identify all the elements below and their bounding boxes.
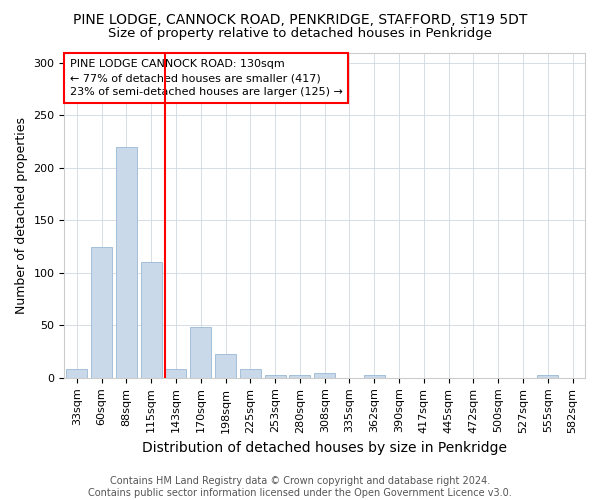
Bar [265, 374, 286, 378]
Bar [140, 262, 162, 378]
Bar [116, 147, 137, 378]
Bar [240, 370, 261, 378]
Bar [215, 354, 236, 378]
Text: Contains HM Land Registry data © Crown copyright and database right 2024.
Contai: Contains HM Land Registry data © Crown c… [88, 476, 512, 498]
Bar [314, 372, 335, 378]
Bar [537, 374, 559, 378]
Text: PINE LODGE CANNOCK ROAD: 130sqm
← 77% of detached houses are smaller (417)
23% o: PINE LODGE CANNOCK ROAD: 130sqm ← 77% of… [70, 59, 343, 97]
Bar [166, 370, 187, 378]
Bar [91, 246, 112, 378]
Bar [289, 374, 310, 378]
Bar [190, 328, 211, 378]
Y-axis label: Number of detached properties: Number of detached properties [15, 116, 28, 314]
X-axis label: Distribution of detached houses by size in Penkridge: Distribution of detached houses by size … [142, 441, 507, 455]
Bar [66, 370, 88, 378]
Bar [364, 374, 385, 378]
Text: PINE LODGE, CANNOCK ROAD, PENKRIDGE, STAFFORD, ST19 5DT: PINE LODGE, CANNOCK ROAD, PENKRIDGE, STA… [73, 12, 527, 26]
Text: Size of property relative to detached houses in Penkridge: Size of property relative to detached ho… [108, 28, 492, 40]
